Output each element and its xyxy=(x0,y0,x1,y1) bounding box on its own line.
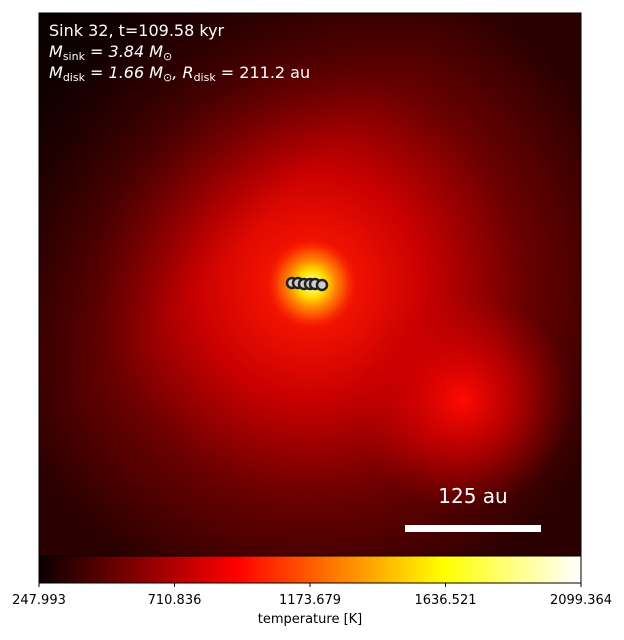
scale-bar-label: 125 au xyxy=(438,484,507,508)
subscript: disk xyxy=(63,71,86,84)
colorbar xyxy=(38,555,582,584)
annotation-line: Mdisk = 1.66 M⊙, Rdisk = 211.2 au xyxy=(49,63,310,84)
subscript: ⊙ xyxy=(163,71,172,84)
subscript: ⊙ xyxy=(163,50,172,63)
annotation-line: Sink 32, t=109.58 kyr xyxy=(49,21,225,40)
tick-label: 1173.679 xyxy=(279,593,341,608)
colorbar-label: temperature [K] xyxy=(258,612,363,627)
tick-label: 710.836 xyxy=(148,593,202,608)
subscript: sink xyxy=(63,50,86,63)
tick-label: 247.993 xyxy=(12,593,66,608)
temperature-map xyxy=(39,13,581,556)
text: Sink 32, t=109.58 kyr xyxy=(49,21,225,40)
tick-label: 1636.521 xyxy=(414,593,476,608)
scale-bar xyxy=(405,525,541,532)
subscript: disk xyxy=(194,71,217,84)
sink-particles xyxy=(285,276,329,292)
text: M xyxy=(49,63,63,82)
tick-label: 2099.364 xyxy=(550,593,612,608)
text: , R xyxy=(172,63,193,82)
text: = 3.84 M xyxy=(85,42,163,61)
text: M xyxy=(49,42,63,61)
text: = 1.66 M xyxy=(85,63,163,82)
annotation-line: Msink = 3.84 M⊙ xyxy=(49,42,172,63)
colorbar-ticks: 247.993 710.836 1173.679 1636.521 2099.364 xyxy=(12,583,612,608)
text: = 211.2 au xyxy=(216,63,310,82)
